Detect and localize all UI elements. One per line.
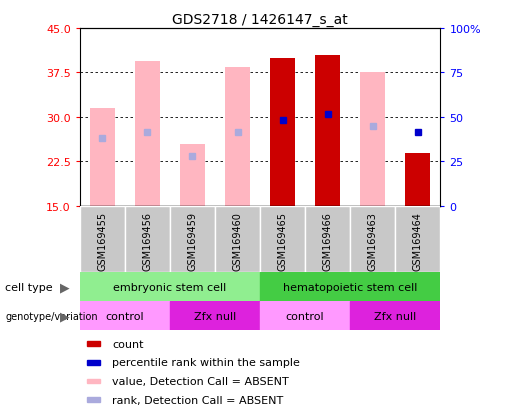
Text: GSM169456: GSM169456 [143, 212, 152, 271]
Bar [260, 301, 350, 330]
Bar [87, 342, 100, 346]
FancyBboxPatch shape [305, 206, 350, 273]
Text: control: control [106, 311, 144, 321]
Bar [90, 109, 115, 206]
Bar [225, 67, 250, 206]
Text: GSM169460: GSM169460 [233, 212, 243, 271]
Text: GSM169463: GSM169463 [368, 212, 377, 271]
Text: GSM169465: GSM169465 [278, 212, 287, 271]
FancyBboxPatch shape [215, 206, 260, 273]
Text: rank, Detection Call = ABSENT: rank, Detection Call = ABSENT [112, 394, 284, 405]
Bar [80, 301, 170, 330]
FancyBboxPatch shape [350, 206, 396, 273]
FancyBboxPatch shape [125, 206, 170, 273]
FancyBboxPatch shape [80, 206, 125, 273]
Text: GSM169459: GSM169459 [187, 212, 197, 271]
Bar [87, 397, 100, 402]
Bar [80, 273, 260, 301]
Text: GSM169466: GSM169466 [323, 212, 333, 271]
Bar [87, 379, 100, 383]
Text: embryonic stem cell: embryonic stem cell [113, 282, 227, 292]
Bar [360, 74, 385, 206]
Title: GDS2718 / 1426147_s_at: GDS2718 / 1426147_s_at [172, 12, 348, 26]
Text: genotype/variation: genotype/variation [5, 311, 98, 321]
Bar [180, 145, 205, 206]
Bar [135, 62, 160, 206]
Text: ▶: ▶ [60, 309, 69, 323]
Bar [270, 59, 295, 206]
FancyBboxPatch shape [396, 206, 440, 273]
Text: Zfx null: Zfx null [374, 311, 417, 321]
Text: percentile rank within the sample: percentile rank within the sample [112, 357, 300, 368]
Text: ▶: ▶ [60, 280, 69, 294]
Bar [87, 360, 100, 365]
Text: value, Detection Call = ABSENT: value, Detection Call = ABSENT [112, 376, 289, 386]
Text: GSM169455: GSM169455 [97, 212, 107, 271]
Bar [405, 153, 430, 206]
Text: GSM169464: GSM169464 [413, 212, 423, 271]
Text: control: control [286, 311, 324, 321]
Text: count: count [112, 339, 144, 349]
FancyBboxPatch shape [260, 206, 305, 273]
Text: Zfx null: Zfx null [194, 311, 236, 321]
Bar [350, 301, 440, 330]
Bar [315, 56, 340, 206]
Bar [260, 273, 440, 301]
Text: hematopoietic stem cell: hematopoietic stem cell [283, 282, 417, 292]
Bar [170, 301, 260, 330]
FancyBboxPatch shape [170, 206, 215, 273]
Text: cell type: cell type [5, 282, 53, 292]
